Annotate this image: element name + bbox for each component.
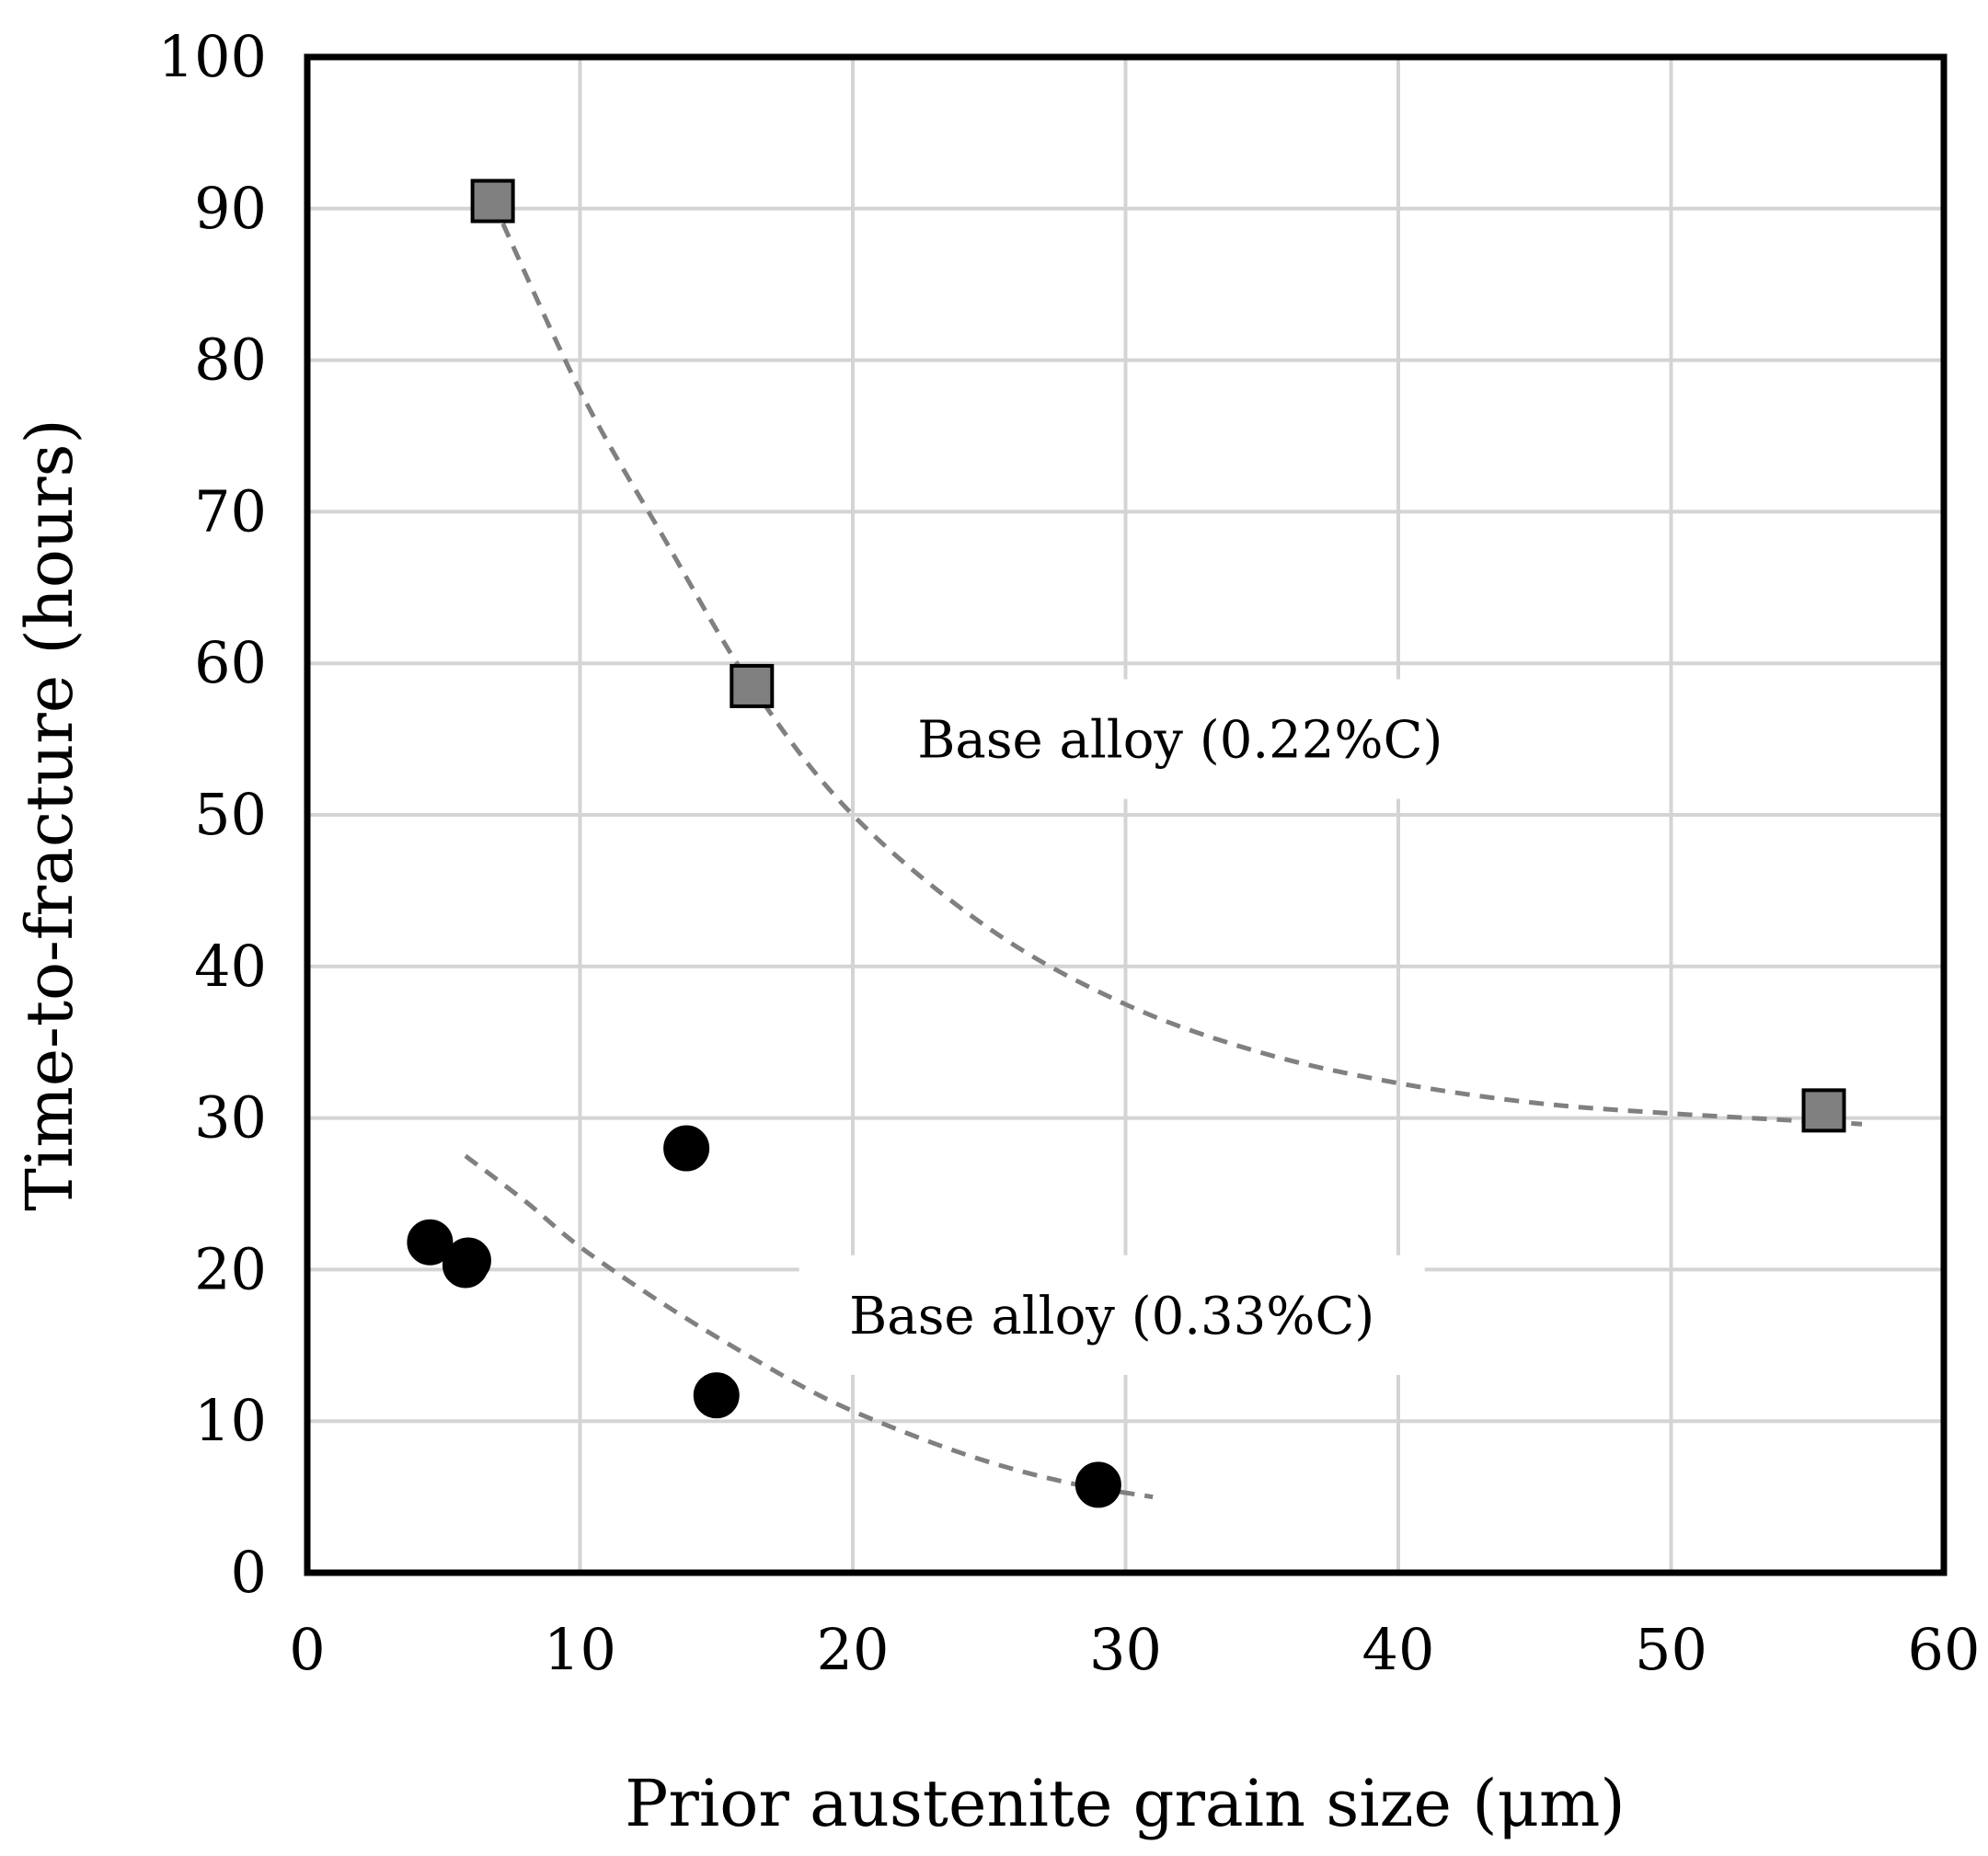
y-tick-label-80: 80 xyxy=(194,327,267,394)
x-tick-label-30: 30 xyxy=(1089,1616,1162,1683)
circle-point-6 xyxy=(1074,1461,1121,1508)
circle-point-1 xyxy=(407,1219,454,1266)
trendlines xyxy=(464,200,1863,1500)
y-tick-label-70: 70 xyxy=(194,477,267,544)
square-point-1 xyxy=(470,178,515,223)
square-point-2 xyxy=(730,663,775,708)
y-tick-label-40: 40 xyxy=(194,933,267,1000)
y-tick-label-100: 100 xyxy=(158,23,267,90)
y-tick-label-10: 10 xyxy=(194,1387,267,1454)
y-tick-label-60: 60 xyxy=(194,629,267,696)
circle-point-3 xyxy=(444,1237,491,1284)
y-tick-label-0: 0 xyxy=(231,1539,267,1606)
circle-point-4 xyxy=(663,1125,710,1172)
x-tick-label-40: 40 xyxy=(1362,1616,1435,1683)
annotation-background-1 xyxy=(867,679,1493,799)
y-tick-labels: 0 10 20 30 40 50 60 70 80 90 100 xyxy=(158,23,267,1606)
x-tick-label-60: 60 xyxy=(1908,1616,1981,1683)
trendline-series-1 xyxy=(490,200,1863,1127)
y-tick-label-30: 30 xyxy=(194,1084,267,1151)
data-points xyxy=(407,178,1846,1508)
y-axis-title: Time-to-fracture (hours) xyxy=(12,418,87,1210)
y-tick-label-50: 50 xyxy=(194,781,267,848)
x-axis-title: Prior austenite grain size (μm) xyxy=(625,1766,1625,1841)
x-tick-labels: 0 10 20 30 40 50 60 xyxy=(289,1616,1980,1683)
plot-frame xyxy=(304,53,1948,1576)
circle-point-5 xyxy=(693,1372,740,1419)
x-tick-label-10: 10 xyxy=(544,1616,616,1683)
x-tick-label-0: 0 xyxy=(289,1616,325,1683)
annotation-backgrounds xyxy=(799,679,1493,1375)
x-tick-label-50: 50 xyxy=(1635,1616,1707,1683)
x-tick-label-20: 20 xyxy=(817,1616,890,1683)
square-point-3 xyxy=(1801,1088,1846,1133)
annotations: Base alloy (0.22%C) Base alloy (0.33%C) xyxy=(849,711,1442,1346)
y-tick-label-90: 90 xyxy=(194,175,267,242)
y-tick-label-20: 20 xyxy=(194,1235,267,1302)
gridlines xyxy=(307,57,1944,1573)
trendline-series-2 xyxy=(464,1153,1154,1500)
annotation-label-1: Base alloy (0.22%C) xyxy=(917,711,1442,771)
annotation-background-2 xyxy=(799,1255,1425,1375)
annotation-label-2: Base alloy (0.33%C) xyxy=(849,1287,1374,1346)
